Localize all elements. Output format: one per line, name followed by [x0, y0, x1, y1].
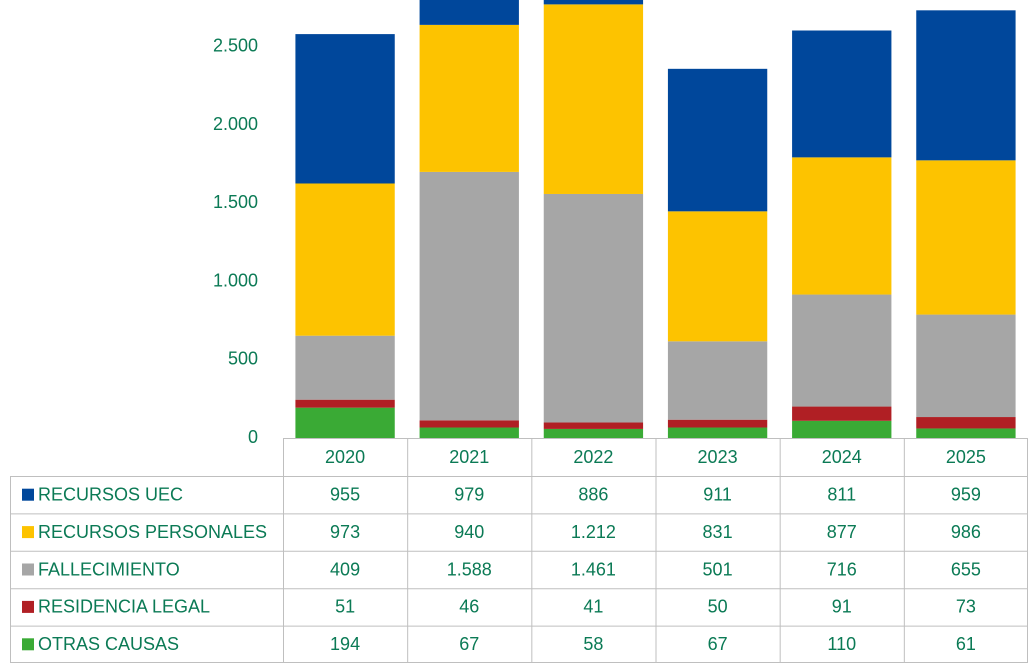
x-tick-label: 2021	[449, 447, 489, 467]
legend-label: RESIDENCIA LEGAL	[38, 597, 210, 617]
bar-segment	[419, 171, 519, 421]
legend-swatch	[22, 563, 34, 576]
bar-segment	[543, 428, 644, 438]
table-value: 41	[583, 597, 603, 617]
table-value: 61	[956, 634, 976, 654]
table-value: 940	[454, 522, 484, 542]
bar-segment	[792, 294, 892, 407]
table-value: 501	[703, 559, 733, 579]
bar-segment	[916, 314, 1016, 418]
bar-segment	[792, 420, 892, 438]
bar-segment	[543, 0, 644, 5]
bar-segment	[916, 160, 1016, 315]
table-value: 655	[951, 559, 981, 579]
bar-segment	[295, 407, 395, 438]
table-value: 51	[335, 597, 355, 617]
bar-segment	[295, 399, 395, 408]
table-value: 110	[827, 634, 856, 654]
legend-label: OTRAS CAUSAS	[38, 634, 179, 654]
bar-segment	[295, 34, 395, 184]
bar-segment	[419, 24, 519, 172]
bar-segment	[667, 341, 768, 420]
legend-label: RECURSOS PERSONALES	[38, 522, 267, 542]
y-tick-label: 1.000	[213, 270, 258, 290]
bar-segment	[543, 422, 644, 429]
legend-swatch	[22, 600, 34, 613]
table-value: 58	[583, 634, 603, 654]
x-tick-label: 2025	[946, 447, 986, 467]
table-value: 67	[708, 634, 728, 654]
table-value: 67	[459, 634, 479, 654]
legend-swatch	[22, 526, 34, 539]
table-value: 877	[827, 522, 857, 542]
table-value: 716	[827, 559, 857, 579]
table-value: 986	[951, 522, 981, 542]
plot-area	[295, 0, 1016, 438]
bar-segment	[667, 211, 768, 342]
table-value: 811	[827, 484, 856, 504]
bar-segment	[667, 427, 768, 438]
table-value: 955	[330, 484, 360, 504]
bar-segment	[419, 427, 519, 438]
table-value: 1.588	[447, 559, 492, 579]
y-tick-label: 0	[248, 427, 258, 447]
bar-segment	[916, 428, 1016, 438]
legend-label: FALLECIMIENTO	[38, 559, 180, 579]
table-value: 979	[454, 484, 484, 504]
table-value: 1.212	[571, 522, 616, 542]
bar-segment	[543, 193, 644, 423]
y-tick-label: 500	[228, 349, 258, 369]
table-value: 831	[703, 522, 733, 542]
bar-segment	[792, 30, 892, 158]
bar-segment	[792, 406, 892, 421]
x-tick-label: 2022	[573, 447, 613, 467]
table-value: 1.461	[571, 559, 616, 579]
x-tick-label: 2024	[822, 447, 862, 467]
x-tick-label: 2020	[325, 447, 365, 467]
table-value: 911	[703, 484, 732, 504]
table-value: 50	[708, 597, 728, 617]
bar-segment	[792, 157, 892, 295]
bar-segment	[295, 335, 395, 400]
y-tick-label: 2.500	[213, 36, 258, 56]
bar-segment	[667, 419, 768, 428]
y-tick-label: 1.500	[213, 192, 258, 212]
legend-swatch	[22, 488, 34, 501]
table-value: 959	[951, 484, 981, 504]
table-value: 886	[578, 484, 608, 504]
table-value: 409	[330, 559, 360, 579]
bar-segment	[419, 420, 519, 428]
table-value: 46	[459, 597, 479, 617]
bar-segment	[916, 10, 1016, 161]
x-tick-label: 2023	[698, 447, 738, 467]
table-value: 73	[956, 597, 976, 617]
table-value: 91	[832, 597, 852, 617]
bar-segment	[543, 4, 644, 194]
table-value: 194	[330, 634, 360, 654]
legend-swatch	[22, 638, 34, 651]
bar-segment	[419, 0, 519, 25]
bar-segment	[295, 183, 395, 336]
y-tick-label: 2.000	[213, 114, 258, 134]
table-value: 973	[330, 522, 360, 542]
legend-label: RECURSOS UEC	[38, 484, 183, 504]
bar-segment	[667, 68, 768, 212]
bar-segment	[916, 417, 1016, 429]
